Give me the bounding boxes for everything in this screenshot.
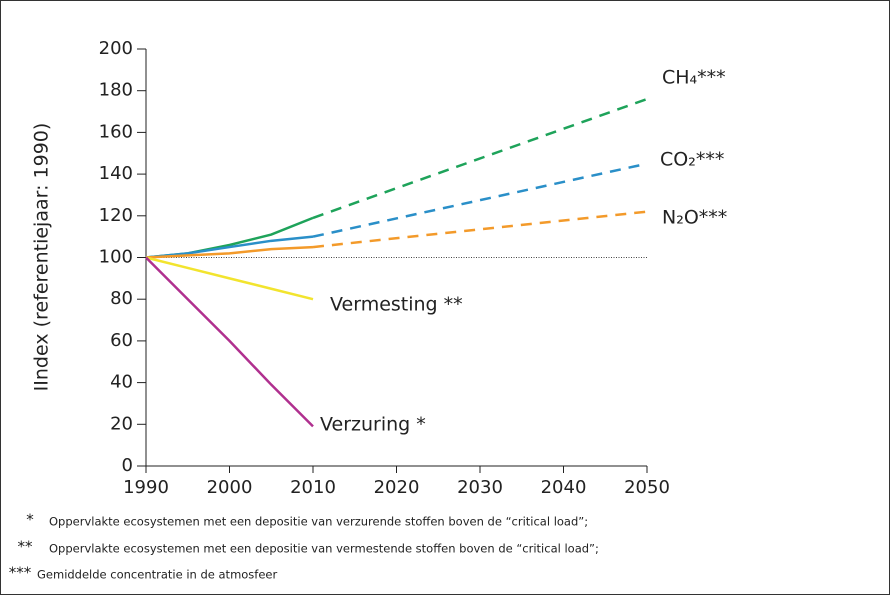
footnote-text: Oppervlakte ecosystemen met een depositi…	[49, 515, 588, 529]
projection-line	[312, 162, 648, 238]
series-label: Vermesting **	[330, 294, 463, 316]
x-tick-label: 1990	[123, 477, 169, 498]
y-tick-label: 140	[99, 163, 133, 184]
footnote-marker: *	[26, 511, 34, 529]
x-tick-label: 2020	[374, 477, 420, 498]
y-tick-label: 80	[110, 288, 133, 309]
y-tick-label: 160	[99, 121, 133, 142]
x-tick-label: 2000	[207, 477, 253, 498]
series-line	[145, 256, 314, 428]
footnote-text: Gemiddelde concentratie in de atmosfeer	[37, 568, 277, 582]
footnote-text: Oppervlakte ecosystemen met een depositi…	[49, 542, 599, 556]
footnote-marker: **	[18, 538, 34, 556]
y-tick-label: 20	[110, 413, 133, 434]
x-tick-label: 2010	[290, 477, 336, 498]
projection-line	[312, 210, 648, 249]
series-label: N₂O***	[662, 207, 727, 229]
series-label: CO₂***	[660, 149, 724, 171]
projection-line	[312, 97, 648, 220]
x-tick-label: 2050	[624, 477, 670, 498]
y-tick-label: 200	[99, 38, 133, 59]
y-tick-label: 180	[99, 80, 133, 101]
footnote-marker: ***	[9, 564, 32, 582]
series-label: Verzuring *	[320, 414, 426, 436]
series-label: CH₄***	[662, 67, 726, 89]
series-line	[145, 256, 314, 301]
y-tick-label: 40	[110, 372, 133, 393]
y-axis-label: IIndex (referentiejaar: 1990)	[31, 123, 53, 392]
x-tick-label: 2040	[541, 477, 587, 498]
y-tick-label: 100	[99, 247, 133, 268]
y-tick-label: 0	[122, 455, 133, 476]
y-tick-label: 120	[99, 205, 133, 226]
series-line	[145, 235, 314, 259]
series-line	[145, 216, 314, 259]
x-tick-label: 2030	[457, 477, 503, 498]
series-line	[145, 245, 314, 259]
y-tick-label: 60	[110, 330, 133, 351]
